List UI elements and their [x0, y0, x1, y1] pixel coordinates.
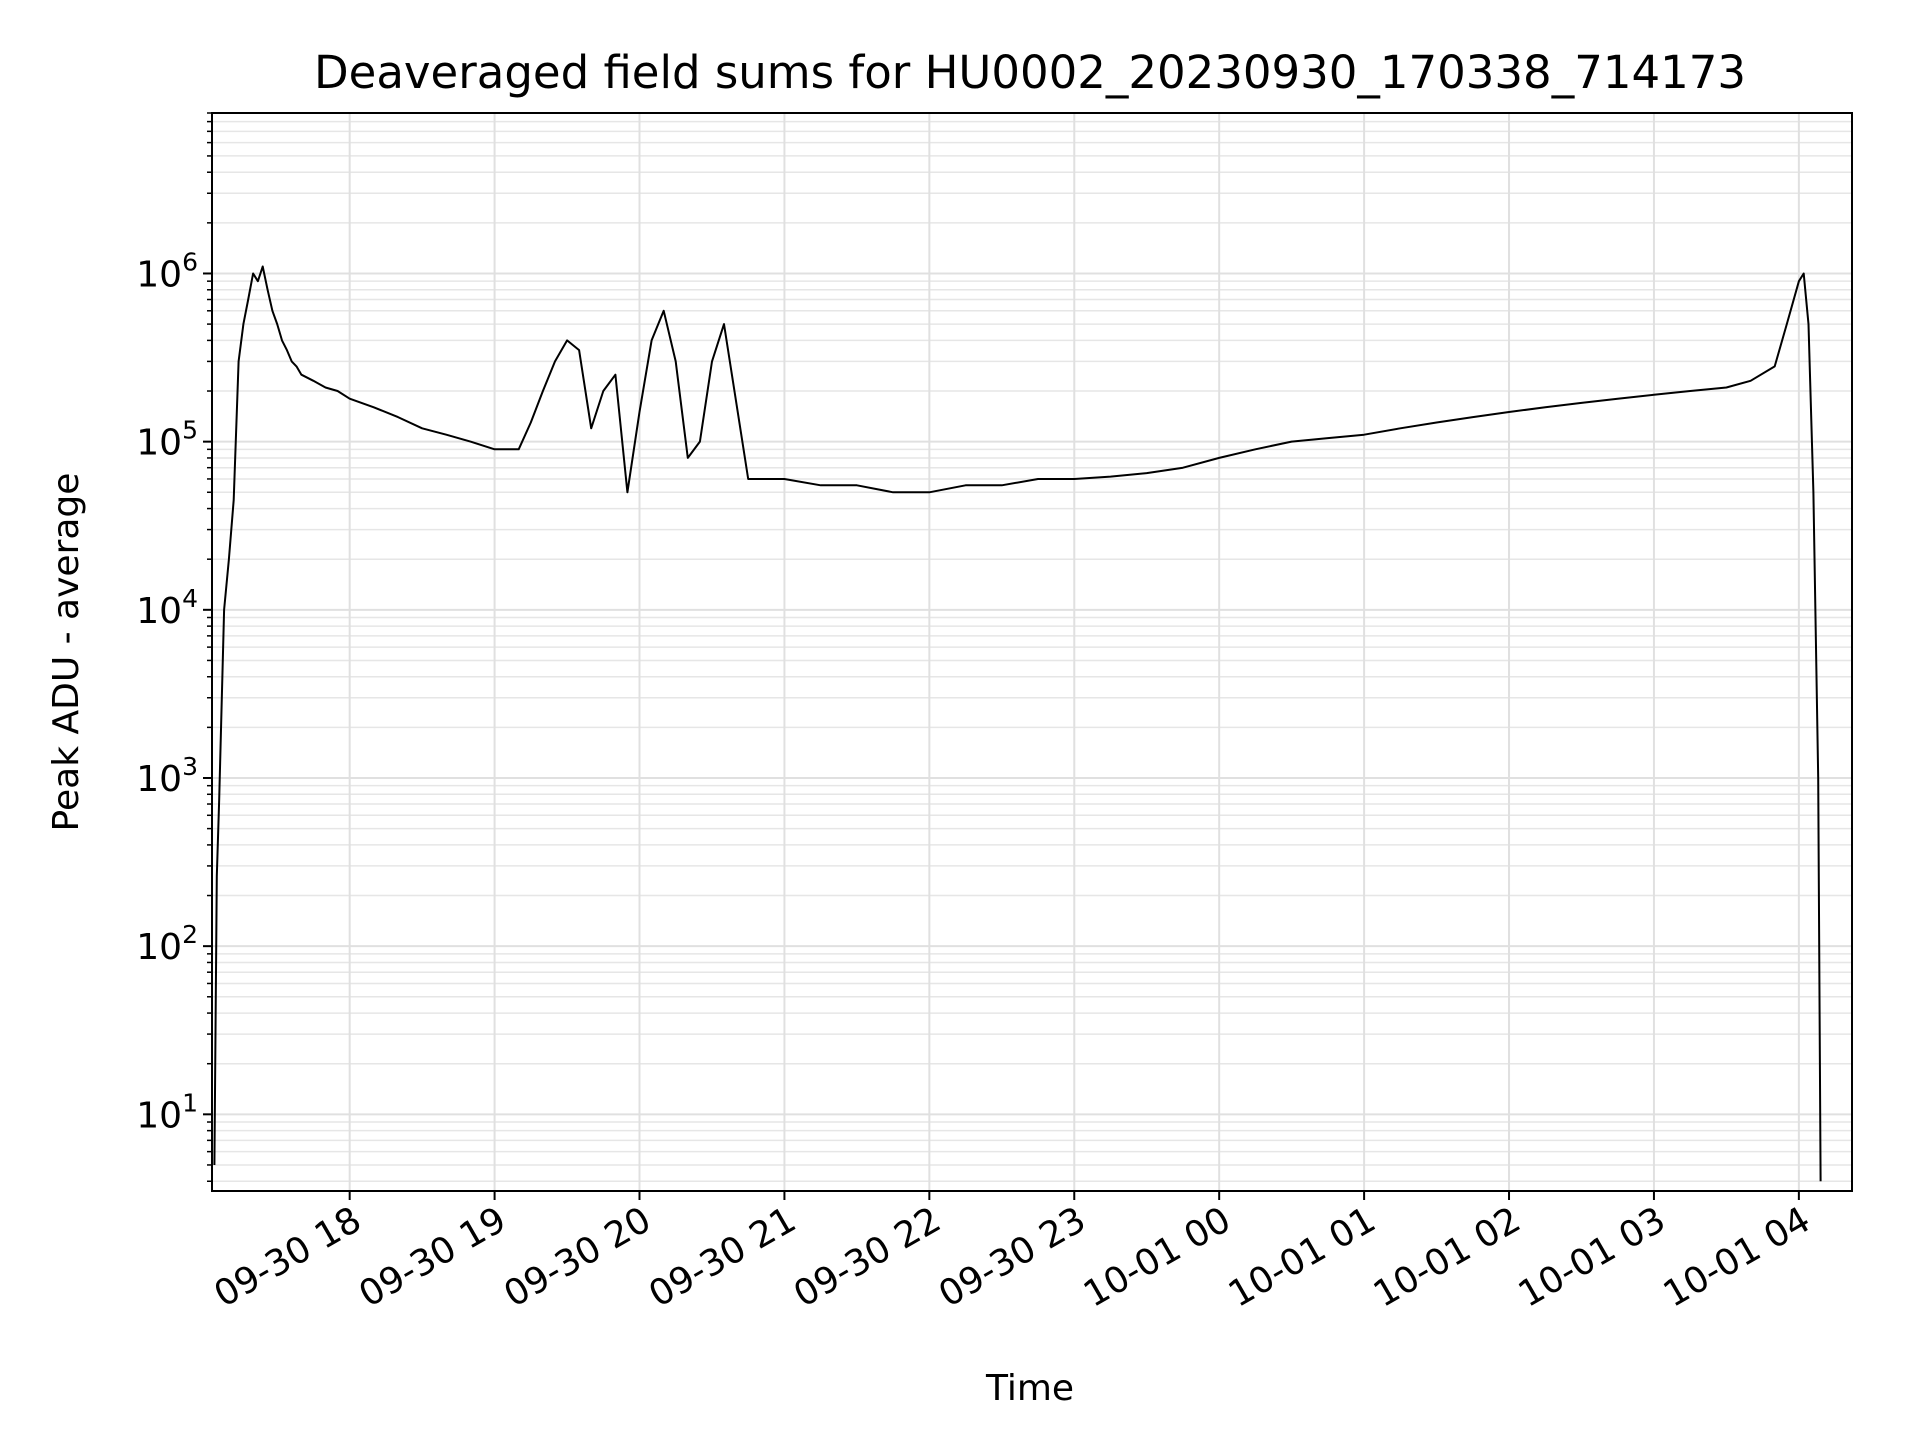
- y-tick-label: 102: [136, 920, 198, 968]
- plot-frame: [211, 112, 1853, 1192]
- chart-title: Deaveraged field sums for HU0002_2023093…: [314, 46, 1746, 99]
- gridlines: [212, 112, 1852, 1191]
- series-group: [213, 265, 1822, 1182]
- x-axis-label: Time: [985, 1368, 1074, 1409]
- y-tick-label: 104: [136, 584, 198, 632]
- y-axis-label: Peak ADU - average: [46, 473, 87, 832]
- y-tick-label: 101: [136, 1088, 198, 1136]
- y-tick-label: 106: [136, 247, 198, 295]
- series-line: [213, 265, 1822, 1182]
- y-tick-label: 103: [136, 752, 198, 800]
- y-tick-label: 105: [136, 416, 198, 464]
